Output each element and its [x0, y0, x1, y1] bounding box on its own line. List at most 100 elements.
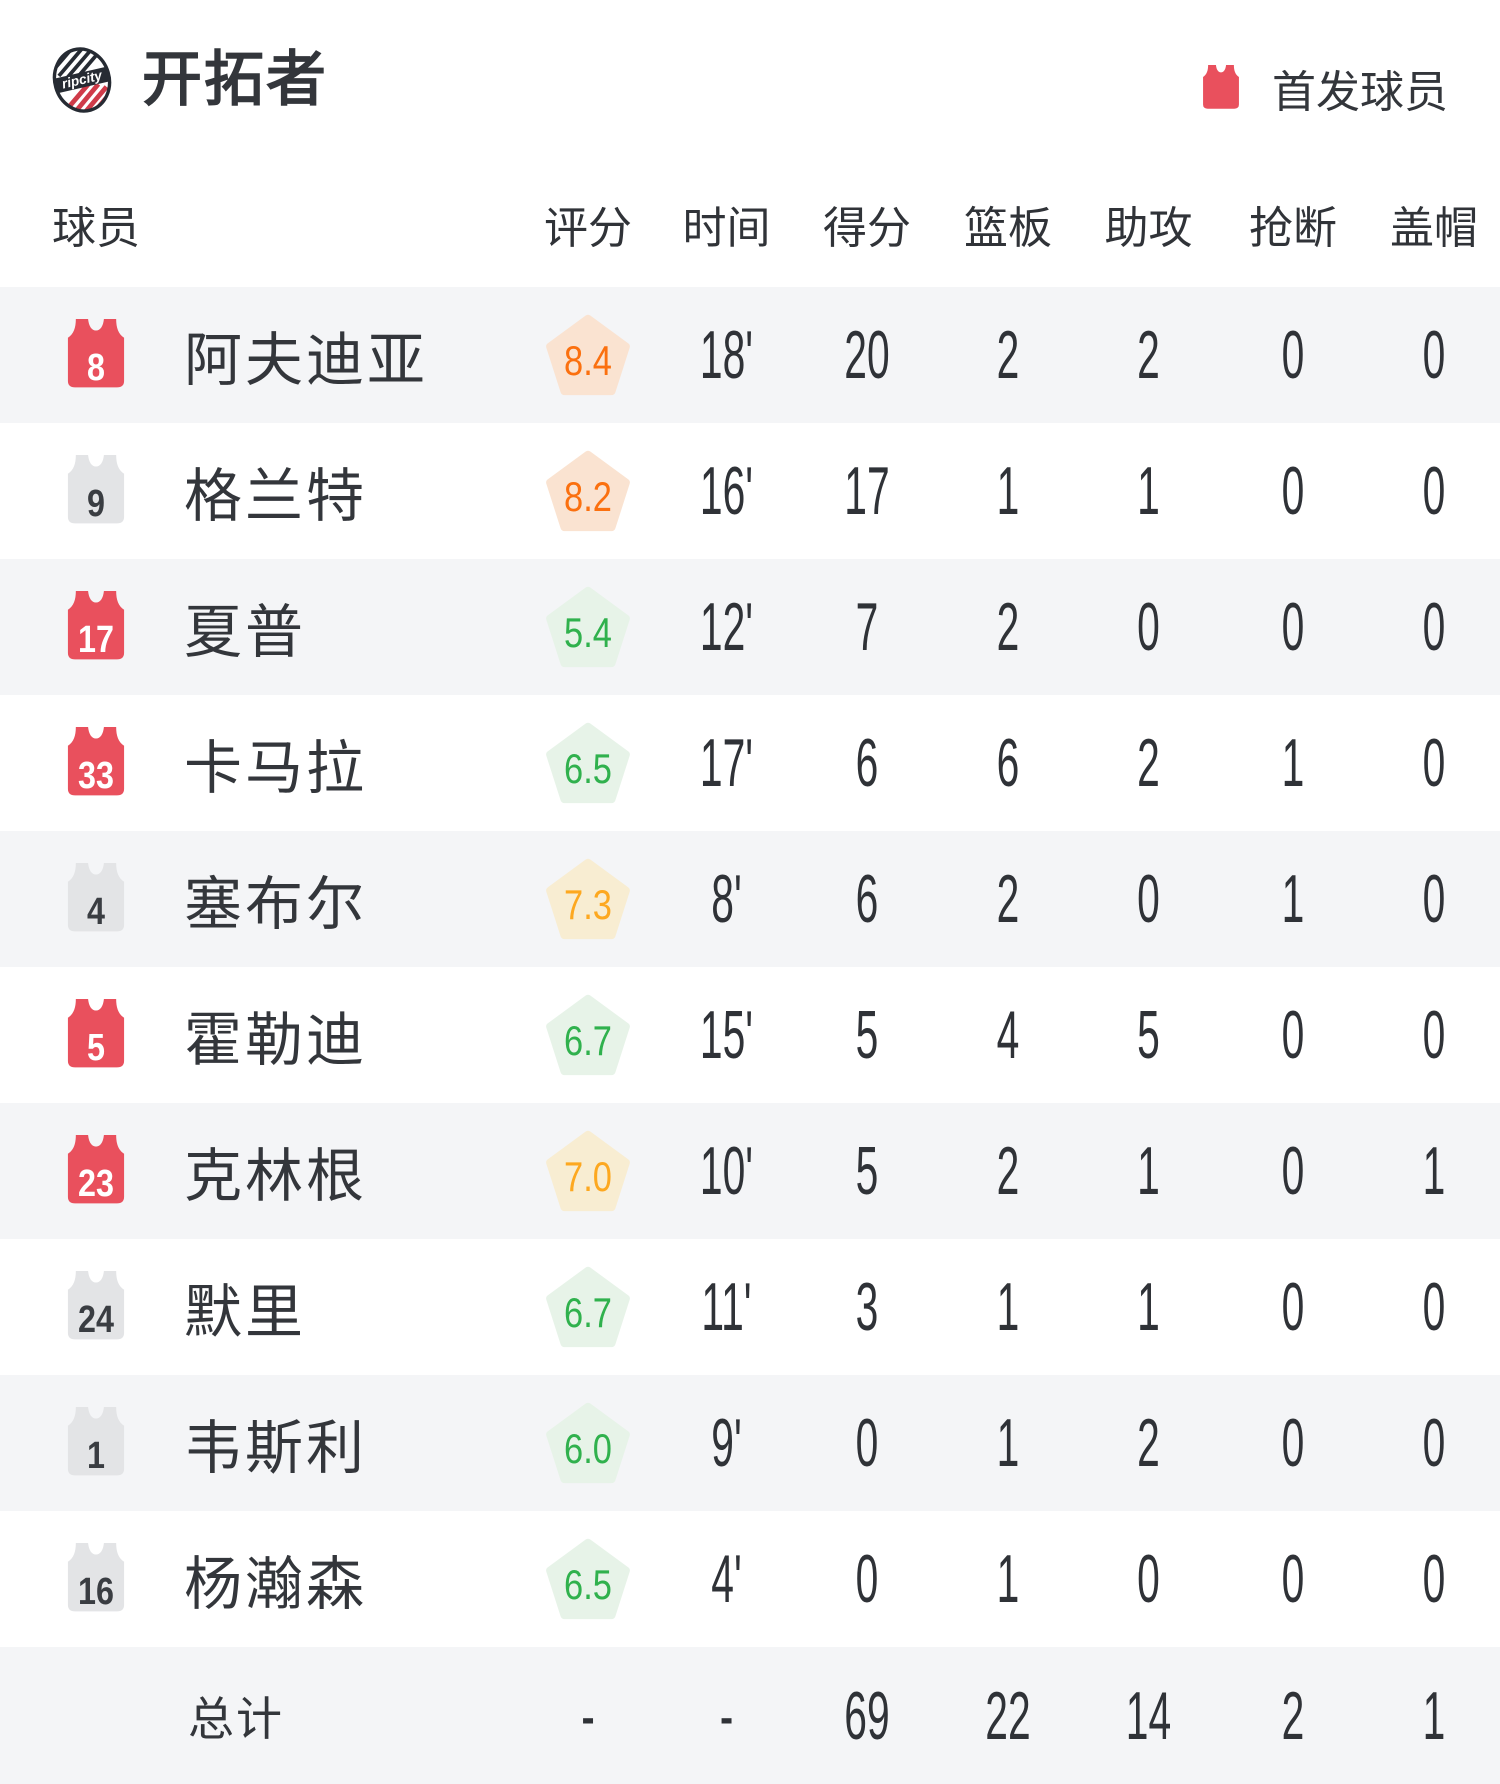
- header: ripcity 开拓者 首发球员: [0, 0, 1500, 130]
- stat-assists: 0: [1137, 589, 1160, 665]
- stat-assists: 2: [1137, 317, 1160, 393]
- stat-steals: 0: [1281, 997, 1305, 1073]
- rating-badge: 7.3: [546, 858, 630, 940]
- column-header-player: 球员: [52, 204, 140, 253]
- jersey-number: 17: [78, 618, 114, 661]
- stat-rebounds: 2: [996, 317, 1020, 393]
- stat-points: 5: [855, 1133, 879, 1209]
- stat-rebounds: 6: [996, 725, 1020, 801]
- total-points: 69: [844, 1677, 890, 1754]
- player-row[interactable]: 4 塞布尔 7.3 8' 6 2 0 1 0: [0, 831, 1500, 967]
- stat-rebounds: 1: [996, 1269, 1020, 1345]
- column-header-points: 得分: [823, 204, 911, 253]
- stat-assists: 5: [1137, 997, 1160, 1073]
- rating-badge: 6.5: [546, 1538, 630, 1620]
- stat-time: 15': [699, 997, 754, 1073]
- stat-steals: 0: [1281, 589, 1305, 665]
- stat-points: 6: [855, 725, 879, 801]
- column-header-time: 时间: [682, 204, 771, 253]
- stat-assists: 2: [1137, 725, 1160, 801]
- stat-points: 7: [855, 589, 879, 665]
- jersey-icon: 4: [60, 860, 132, 938]
- total-blocks: 1: [1422, 1677, 1446, 1754]
- column-header-rebounds: 篮板: [964, 204, 1052, 253]
- stat-time: 8': [711, 861, 742, 937]
- stat-points: 0: [855, 1541, 879, 1617]
- player-name: 杨瀚森: [184, 1552, 368, 1617]
- stat-steals: 0: [1281, 453, 1305, 529]
- stat-steals: 1: [1281, 725, 1305, 801]
- stat-assists: 0: [1137, 861, 1160, 937]
- player-row[interactable]: 17 夏普 5.4 12' 7 2 0 0 0: [0, 559, 1500, 695]
- jersey-icon: 23: [60, 1132, 132, 1210]
- stats-table: 球员 评分 时间 得分 篮板 助攻 抢断 盖帽 8 阿夫迪亚: [0, 130, 1500, 1784]
- jersey-number: 23: [78, 1162, 114, 1205]
- jersey-number: 8: [87, 346, 105, 389]
- jersey-icon: 17: [60, 588, 132, 666]
- stat-blocks: 1: [1422, 1133, 1446, 1209]
- rating-value: 6.7: [564, 1017, 612, 1064]
- stat-steals: 0: [1281, 1405, 1305, 1481]
- jersey-number: 5: [87, 1026, 105, 1069]
- rating-badge: 6.7: [546, 1266, 630, 1348]
- rating-value: 8.4: [564, 337, 612, 384]
- jersey-number: 33: [78, 754, 114, 797]
- rating-value: 6.5: [564, 1561, 612, 1608]
- stat-rebounds: 4: [996, 997, 1020, 1073]
- rating-value: 6.7: [564, 1289, 612, 1336]
- total-label: 总计: [188, 1692, 284, 1745]
- stat-blocks: 0: [1422, 861, 1446, 937]
- jersey-icon: 5: [60, 996, 132, 1074]
- player-row[interactable]: 8 阿夫迪亚 8.4 18' 20 2 2 0 0: [0, 287, 1500, 423]
- stat-time: 17': [699, 725, 754, 801]
- player-name: 夏普: [184, 600, 307, 665]
- stat-blocks: 0: [1422, 1541, 1446, 1617]
- jersey-number: 24: [78, 1298, 114, 1341]
- rating-badge: 6.7: [546, 994, 630, 1076]
- stat-rebounds: 1: [996, 1405, 1020, 1481]
- rating-badge: 5.4: [546, 586, 630, 668]
- jersey-icon: 1: [60, 1404, 132, 1482]
- player-row[interactable]: 1 韦斯利 6.0 9' 0 1 2 0 0: [0, 1375, 1500, 1511]
- stat-points: 20: [844, 317, 890, 393]
- jersey-number: 1: [87, 1434, 105, 1477]
- stat-time: 12': [699, 589, 754, 665]
- jersey-icon: 33: [60, 724, 132, 802]
- rating-badge: 6.5: [546, 722, 630, 804]
- stat-blocks: 0: [1422, 1405, 1446, 1481]
- player-row[interactable]: 23 克林根 7.0 10' 5 2 1 0 1: [0, 1103, 1500, 1239]
- player-row[interactable]: 33 卡马拉 6.5 17' 6 6 2 1 0: [0, 695, 1500, 831]
- column-header-rating: 评分: [544, 204, 632, 253]
- stat-blocks: 0: [1422, 997, 1446, 1073]
- stat-blocks: 0: [1422, 317, 1446, 393]
- player-name: 格兰特: [184, 464, 368, 529]
- jersey-number: 4: [87, 890, 105, 933]
- stat-steals: 0: [1281, 1133, 1305, 1209]
- total-assists: 14: [1125, 1677, 1172, 1754]
- player-row[interactable]: 9 格兰特 8.2 16' 17 1 1 0 0: [0, 423, 1500, 559]
- total-time: -: [719, 1677, 734, 1754]
- stat-steals: 0: [1281, 1269, 1305, 1345]
- stat-blocks: 0: [1422, 589, 1446, 665]
- total-steals: 2: [1281, 1677, 1305, 1754]
- stat-rebounds: 2: [996, 589, 1020, 665]
- rating-badge: 7.0: [546, 1130, 630, 1212]
- player-row[interactable]: 16 杨瀚森 6.5 4' 0 1 0 0 0: [0, 1511, 1500, 1647]
- player-row[interactable]: 24 默里 6.7 11' 3 1 1 0 0: [0, 1239, 1500, 1375]
- stat-time: 16': [699, 453, 754, 529]
- player-row[interactable]: 5 霍勒迪 6.7 15' 5 4 5 0 0: [0, 967, 1500, 1103]
- stat-time: 10': [699, 1133, 754, 1209]
- jersey-number: 9: [87, 482, 105, 525]
- stat-blocks: 0: [1422, 453, 1446, 529]
- column-header-steals: 抢断: [1249, 204, 1337, 253]
- total-rebounds: 22: [985, 1677, 1031, 1754]
- rating-value: 6.0: [564, 1425, 612, 1472]
- rating-badge: 8.2: [546, 450, 630, 532]
- rating-value: 6.5: [564, 745, 612, 792]
- stat-time: 9': [711, 1405, 742, 1481]
- rating-value: 5.4: [564, 609, 612, 656]
- stat-rebounds: 1: [996, 453, 1020, 529]
- jersey-icon: 8: [60, 316, 132, 394]
- starter-jersey-icon: [1198, 63, 1244, 113]
